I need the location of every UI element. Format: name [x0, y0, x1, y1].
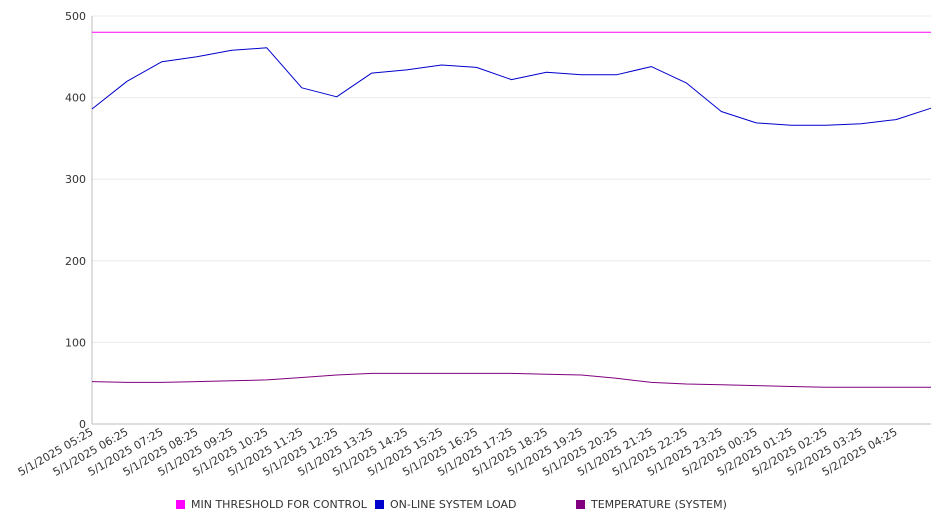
y-tick-label: 0 [79, 418, 86, 431]
axes [91, 16, 931, 425]
y-tick-label: 100 [65, 336, 86, 349]
legend: MIN THRESHOLD FOR CONTROL ON-LINE SYSTEM… [0, 498, 946, 514]
legend-swatch-system-load [375, 500, 384, 509]
y-tick-label: 200 [65, 255, 86, 268]
y-tick-label: 400 [65, 92, 86, 105]
series-line-temperature-system [91, 372, 931, 388]
legend-item-temperature: TEMPERATURE (SYSTEM) [576, 498, 727, 511]
legend-label-system-load: ON-LINE SYSTEM LOAD [390, 498, 517, 511]
legend-label-threshold: MIN THRESHOLD FOR CONTROL [191, 498, 367, 511]
series-line-on-line-system-load [91, 47, 932, 126]
legend-label-temperature: TEMPERATURE (SYSTEM) [591, 498, 727, 511]
y-tick-label: 500 [65, 10, 86, 23]
y-tick-label: 300 [65, 173, 86, 186]
x-axis-ticks: 5/1/2025 05:255/1/2025 06:255/1/2025 07:… [16, 425, 900, 479]
legend-item-system-load: ON-LINE SYSTEM LOAD [375, 498, 516, 511]
legend-item-threshold: MIN THRESHOLD FOR CONTROL [176, 498, 367, 511]
grid-lines [92, 15, 931, 343]
legend-swatch-temperature [576, 500, 585, 509]
series-lines [91, 31, 932, 388]
legend-swatch-threshold [176, 500, 185, 509]
y-axis-ticks: 0 100 200 300 400 500 [65, 10, 86, 431]
